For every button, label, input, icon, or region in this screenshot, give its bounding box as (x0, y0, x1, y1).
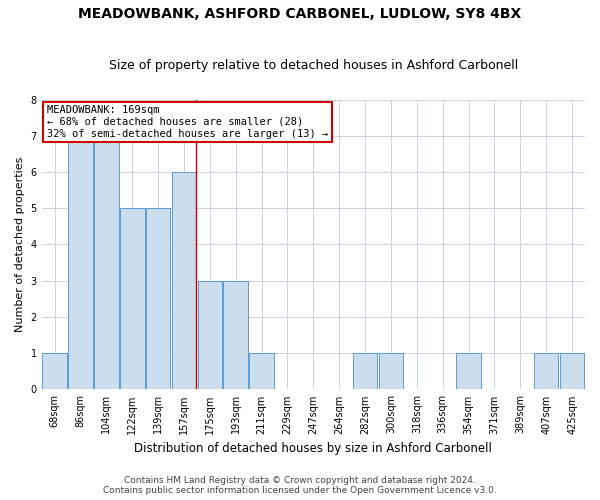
Bar (353, 353, 377, 390)
Text: MEADOWBANK, ASHFORD CARBONEL, LUDLOW, SY8 4BX: MEADOWBANK, ASHFORD CARBONEL, LUDLOW, SY… (79, 8, 521, 22)
Text: MEADOWBANK: 169sqm
← 68% of detached houses are smaller (28)
32% of semi-detache: MEADOWBANK: 169sqm ← 68% of detached hou… (47, 106, 328, 138)
Y-axis label: Number of detached properties: Number of detached properties (15, 157, 25, 332)
Bar (146, 208, 170, 390)
Bar (249, 353, 274, 390)
Bar (172, 172, 196, 390)
Bar (534, 353, 559, 390)
X-axis label: Distribution of detached houses by size in Ashford Carbonell: Distribution of detached houses by size … (134, 442, 492, 455)
Bar (43, 353, 67, 390)
Bar (379, 353, 403, 390)
Bar (120, 208, 145, 390)
Bar (223, 280, 248, 390)
Bar (197, 280, 222, 390)
Text: Contains HM Land Registry data © Crown copyright and database right 2024.
Contai: Contains HM Land Registry data © Crown c… (103, 476, 497, 495)
Bar (456, 353, 481, 390)
Bar (560, 353, 584, 390)
Bar (94, 136, 119, 390)
Title: Size of property relative to detached houses in Ashford Carbonell: Size of property relative to detached ho… (109, 59, 518, 72)
Bar (68, 136, 93, 390)
